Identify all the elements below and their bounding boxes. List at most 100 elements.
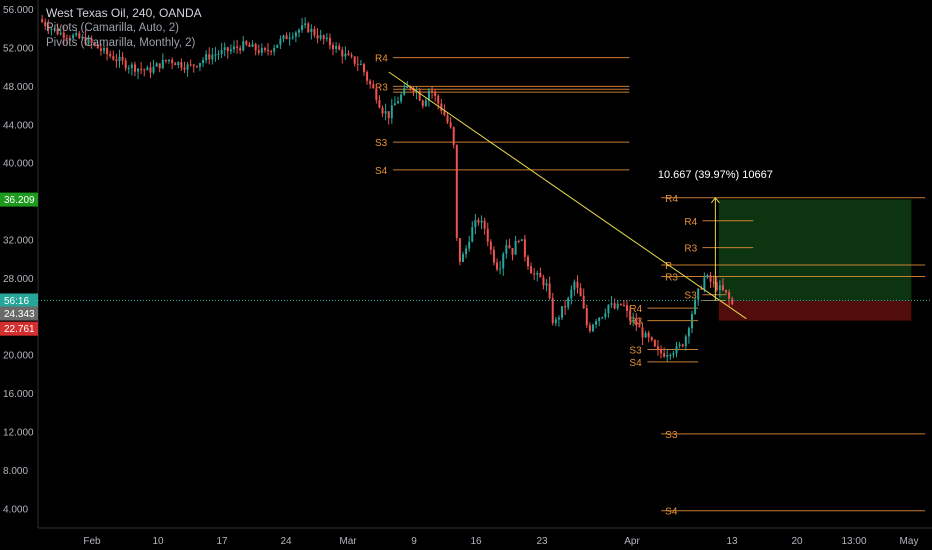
candle-body bbox=[106, 48, 109, 54]
candle-body bbox=[731, 298, 734, 305]
candle-body bbox=[443, 111, 446, 116]
candle-body bbox=[588, 325, 591, 332]
candle-body bbox=[687, 328, 690, 337]
candle-body bbox=[393, 103, 396, 106]
indicator-label-auto[interactable]: Pivots (Camarilla, Auto, 2) bbox=[46, 22, 179, 34]
pivot-label: R3 bbox=[684, 244, 697, 255]
pivot-label: R4 bbox=[629, 304, 642, 315]
candle-body bbox=[217, 54, 220, 56]
candle-body bbox=[177, 62, 180, 66]
candle-body bbox=[260, 48, 263, 53]
candle-body bbox=[536, 272, 539, 275]
candle-body bbox=[557, 317, 560, 320]
candle-body bbox=[458, 237, 461, 262]
candle-body bbox=[387, 111, 390, 119]
candle-body bbox=[397, 101, 400, 104]
candle-body bbox=[431, 90, 434, 92]
time-tick-label: 13:00 bbox=[841, 536, 866, 547]
candle-body bbox=[492, 249, 495, 263]
candle-body bbox=[127, 68, 130, 70]
candle-body bbox=[706, 275, 709, 278]
candle-body bbox=[465, 248, 468, 255]
candle-body bbox=[81, 36, 84, 38]
time-tick-label: 20 bbox=[791, 536, 803, 547]
symbol-title[interactable]: West Texas Oil, 240, OANDA bbox=[46, 6, 202, 20]
candle-body bbox=[335, 45, 338, 49]
candle-body bbox=[341, 49, 344, 57]
candle-body bbox=[214, 54, 217, 56]
candle-body bbox=[718, 285, 721, 291]
price-tick-label: 12.000 bbox=[3, 428, 34, 439]
candle-body bbox=[440, 103, 443, 112]
candle-body bbox=[607, 304, 610, 314]
candle-body bbox=[362, 64, 365, 73]
price-marker bbox=[0, 192, 38, 207]
candle-body bbox=[489, 241, 492, 250]
price-tick-label: 48.000 bbox=[3, 82, 34, 93]
candle-body bbox=[366, 72, 369, 81]
candle-body bbox=[229, 49, 232, 52]
candle-body bbox=[205, 54, 208, 61]
indicator-label-monthly[interactable]: Pivots (Camarilla, Monthly, 2) bbox=[46, 37, 196, 49]
candle-body bbox=[703, 277, 706, 290]
candle-body bbox=[486, 228, 489, 242]
candle-body bbox=[338, 45, 341, 50]
candle-body bbox=[93, 43, 96, 45]
candle-body bbox=[84, 36, 87, 44]
candle-body bbox=[208, 54, 211, 60]
candle-body bbox=[656, 346, 659, 350]
candle-body bbox=[666, 355, 669, 357]
candle-body bbox=[644, 332, 647, 338]
candle-body bbox=[263, 48, 266, 50]
candle-body bbox=[168, 59, 171, 62]
candle-body bbox=[276, 44, 279, 48]
pivot-label: R4 bbox=[665, 194, 678, 205]
candle-body bbox=[62, 32, 65, 38]
candle-body bbox=[629, 310, 632, 321]
candle-body bbox=[434, 91, 437, 96]
pivot-label: P bbox=[665, 261, 672, 272]
price-tick-label: 28.000 bbox=[3, 274, 34, 285]
candle-body bbox=[505, 245, 508, 254]
candle-body bbox=[143, 69, 146, 71]
candle-body bbox=[427, 90, 430, 101]
candle-body bbox=[186, 64, 189, 70]
candle-body bbox=[112, 56, 115, 60]
candle-body bbox=[496, 262, 499, 270]
time-tick-label: May bbox=[900, 536, 919, 547]
candle-body bbox=[663, 353, 666, 357]
price-tick-label: 4.000 bbox=[3, 504, 28, 515]
price-marker-label: 24.343 bbox=[4, 309, 35, 320]
candle-body bbox=[545, 283, 548, 286]
candle-body bbox=[328, 37, 331, 46]
candle-body bbox=[604, 313, 607, 318]
candle-body bbox=[681, 344, 684, 347]
trendline bbox=[388, 71, 747, 320]
candle-body bbox=[273, 47, 276, 52]
candle-body bbox=[195, 65, 198, 67]
pivot-label: R4 bbox=[684, 217, 697, 228]
pivot-label: S3 bbox=[629, 345, 642, 356]
candle-body bbox=[174, 63, 177, 66]
candle-body bbox=[322, 35, 325, 40]
measure-label: 10.667 (39.97%) 10667 bbox=[658, 169, 773, 181]
candle-body bbox=[579, 287, 582, 297]
price-tick-label: 16.000 bbox=[3, 389, 34, 400]
candle-body bbox=[570, 289, 573, 299]
candle-body bbox=[202, 60, 205, 63]
candle-body bbox=[288, 37, 291, 40]
candle-body bbox=[672, 353, 675, 355]
candle-body bbox=[220, 49, 223, 55]
candle-body bbox=[573, 281, 576, 290]
candle-body bbox=[50, 28, 53, 30]
profit-zone bbox=[718, 199, 912, 301]
candle-body bbox=[647, 332, 650, 338]
candle-body bbox=[158, 63, 161, 69]
candle-body bbox=[660, 349, 663, 354]
price-tick-label: 44.000 bbox=[3, 120, 34, 131]
chart-legend: West Texas Oil, 240, OANDA Pivots (Camar… bbox=[46, 6, 202, 51]
pivot-label: R4 bbox=[375, 54, 388, 65]
price-axis-bg bbox=[0, 0, 38, 550]
candle-body bbox=[198, 62, 201, 67]
